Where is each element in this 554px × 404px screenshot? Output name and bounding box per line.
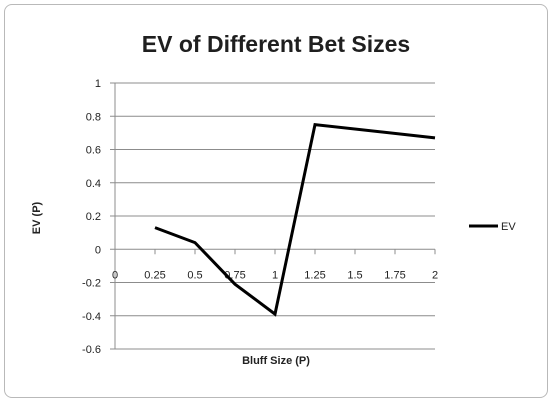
y-tick-labels: 1 0.8 0.6 0.4 0.2 0 -0.2 -0.4 -0.6 [82,78,101,356]
gridlines [115,82,435,350]
y-tick-label: 1 [95,78,101,90]
series-lines [154,122,436,317]
x-tick-label: 1 [272,269,278,281]
y-tick-label: 0.4 [86,178,101,190]
y-tick-label: -0.2 [82,278,101,290]
series-line-ev [154,122,436,317]
y-axis-title: EV (P) [31,201,43,234]
y-tick-label: -0.4 [82,311,101,323]
chart-frame [4,4,548,398]
chart-title: EV of Different Bet Sizes [142,31,410,57]
x-tick-label: 1.5 [347,269,362,281]
y-tick-label: 0.6 [86,145,101,157]
x-tick-labels: 0 0.25 0.5 0.75 1 1.25 1.5 1.75 2 [112,269,438,281]
y-tick-label: 0.2 [86,211,101,223]
x-axis-title: Bluff Size (P) [242,355,310,367]
axes [110,82,436,350]
legend: EV [469,221,516,233]
y-tick-label: -0.6 [82,344,101,356]
x-tick-label: 1.75 [384,269,405,281]
x-tick-label: 1.25 [304,269,325,281]
y-tick-label: 0 [95,244,101,256]
x-tick-label: 0.25 [144,269,165,281]
x-tick-label: 2 [432,269,438,281]
x-tick-label: 0 [112,269,118,281]
x-tick-label: 0.5 [187,269,202,281]
legend-label: EV [501,221,516,233]
y-tick-label: 0.8 [86,111,101,123]
